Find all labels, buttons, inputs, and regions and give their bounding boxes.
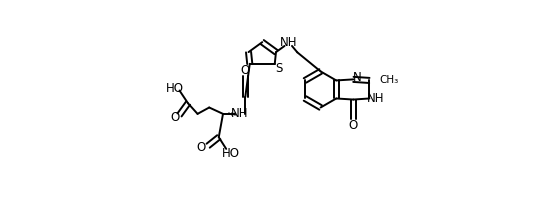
Text: NH: NH bbox=[279, 36, 297, 49]
Text: N: N bbox=[353, 71, 361, 84]
Text: S: S bbox=[275, 61, 282, 75]
Text: O: O bbox=[349, 118, 358, 132]
Text: HO: HO bbox=[222, 147, 239, 160]
Text: O: O bbox=[241, 64, 250, 77]
Text: NH: NH bbox=[367, 92, 384, 105]
Text: CH₃: CH₃ bbox=[379, 75, 398, 85]
Text: O: O bbox=[170, 111, 180, 124]
Text: O: O bbox=[196, 141, 205, 154]
Text: NH: NH bbox=[231, 107, 249, 120]
Text: HO: HO bbox=[166, 82, 184, 95]
